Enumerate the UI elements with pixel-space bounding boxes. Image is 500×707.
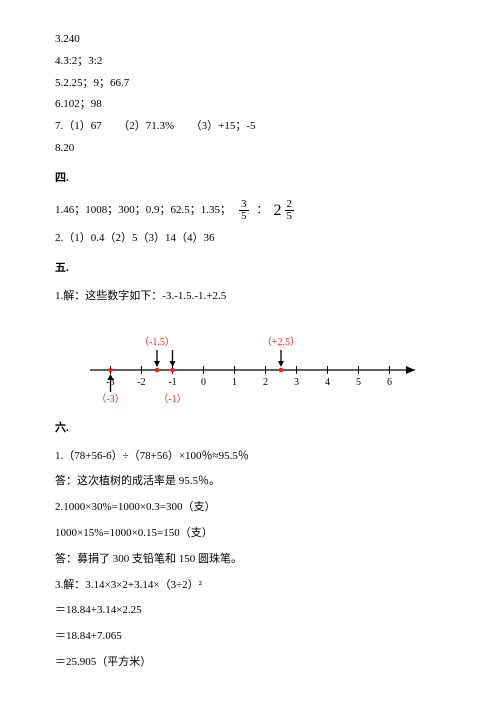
s6-l8: ＝18.84+7.065 <box>55 627 445 647</box>
s6-l2: 答：这次植树的成活率是 95.5％。 <box>55 472 445 492</box>
s3-l2: 4.3:2；3:2 <box>55 52 445 72</box>
mixed-den: 5 <box>285 211 295 222</box>
mixed-whole: 2 <box>274 197 282 226</box>
section5-title: 五. <box>55 259 445 279</box>
section3-block: 3.240 4.3:2；3:2 5.2.25；9；66.7 6.102；98 7… <box>55 30 445 159</box>
section4-line1: 1.46；1008；300；0.9；62.5；1.35； 3 5 ： 2 2 5 <box>55 197 445 226</box>
s3-l3: 5.2.25；9；66.7 <box>55 74 445 94</box>
svg-text:4: 4 <box>325 377 330 388</box>
svg-text:5: 5 <box>356 377 361 388</box>
mixed-frac: 2 5 <box>285 199 295 222</box>
s4-l1-prefix: 1.46；1008；300；0.9；62.5；1.35； <box>55 201 231 221</box>
svg-text:（-1）: （-1） <box>158 393 186 405</box>
svg-text:-1: -1 <box>168 377 176 388</box>
svg-text:-2: -2 <box>137 377 145 388</box>
mixed-2-2-5: 2 2 5 <box>274 197 297 226</box>
number-line: -3-2-10123456（-3）（-1.5）（-1）（+2.5） <box>80 325 420 405</box>
number-line-wrap: -3-2-10123456（-3）（-1.5）（-1）（+2.5） <box>55 325 445 405</box>
svg-text:（-1.5）: （-1.5） <box>139 336 175 348</box>
section4-line2: 2.（1）0.4（2）5（3）14（4）36 <box>55 229 445 249</box>
s3-l4: 6.102；98 <box>55 95 445 115</box>
s6-l7: ＝18.84+3.14×2.25 <box>55 601 445 621</box>
colon: ： <box>257 201 268 221</box>
section6-title: 六. <box>55 419 445 439</box>
s3-l1: 3.240 <box>55 30 445 50</box>
page: 3.240 4.3:2；3:2 5.2.25；9；66.7 6.102；98 7… <box>0 0 500 695</box>
s3-l6: 8.20 <box>55 139 445 159</box>
svg-text:3: 3 <box>294 377 299 388</box>
s6-l5: 答：募捐了 300 支铅笔和 150 圆珠笔。 <box>55 550 445 570</box>
s6-l4: 1000×15%=1000×0.15=150（支） <box>55 524 445 544</box>
s6-l1: 1.（78+56-6）÷（78+56）×100％≈95.5％ <box>55 447 445 467</box>
s6-l6: 3.解：3.14×3×2+3.14×（3÷2）² <box>55 576 445 596</box>
fraction-3-5: 3 5 <box>239 199 249 222</box>
svg-text:2: 2 <box>263 377 268 388</box>
section4-title: 四. <box>55 169 445 189</box>
svg-text:（-3）: （-3） <box>96 393 124 405</box>
svg-text:6: 6 <box>387 377 392 388</box>
s3-l5: 7.（1）67 （2）71.3% （3）+15；-5 <box>55 117 445 137</box>
svg-text:（+2.5）: （+2.5） <box>262 336 300 348</box>
section6-block: 1.（78+56-6）÷（78+56）×100％≈95.5％ 答：这次植树的成活… <box>55 447 445 673</box>
svg-text:1: 1 <box>232 377 237 388</box>
s6-l3: 2.1000×30%=1000×0.3=300（支） <box>55 498 445 518</box>
frac-den: 5 <box>239 211 249 222</box>
s6-l9: ＝25.905（平方米） <box>55 653 445 673</box>
section5-line1: 1.解：这些数字如下：-3.-1.5.-1.+2.5 <box>55 287 445 307</box>
svg-text:0: 0 <box>201 377 206 388</box>
